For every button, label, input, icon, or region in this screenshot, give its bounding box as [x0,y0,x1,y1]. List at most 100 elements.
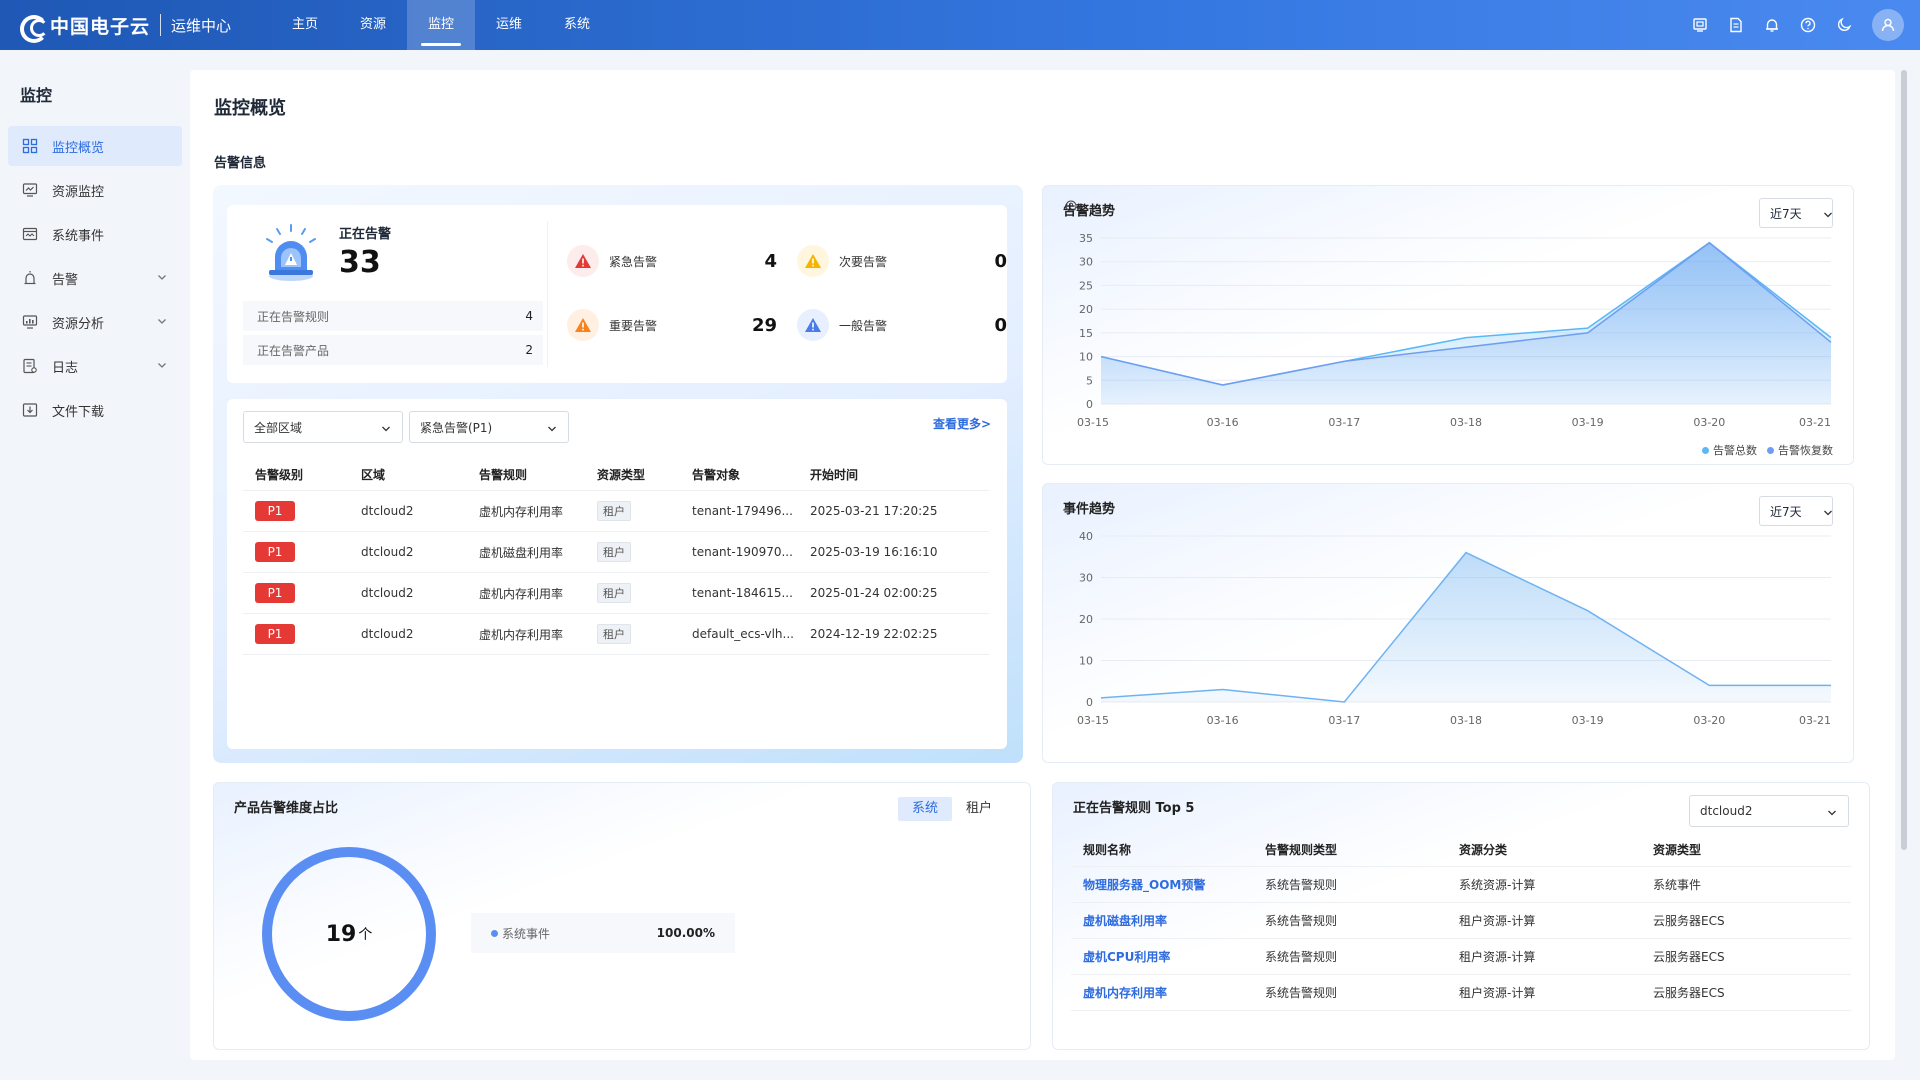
top-nav-home[interactable]: 主页 [292,17,319,32]
legend-item-recovered[interactable]: 告警恢复数 [1767,442,1833,458]
table-row[interactable]: P1 dtcloud2 虚机内存利用率 租户 tenant-184615... … [243,573,989,614]
alert-info-panel: 正在告警 33 正在告警规则 4 正在告警产品 2 紧急告警 4 次要告警 0 [213,185,1023,763]
table-cell: 云服务器ECS [1653,914,1725,928]
table-cell: dtcloud2 [361,504,414,518]
event-trend-y-tick: 0 [1086,696,1093,709]
alert-trend-x-tick: 03-16 [1207,416,1239,429]
moon-icon[interactable] [1826,7,1862,43]
top5-region-select[interactable]: dtcloud2 [1689,795,1849,827]
bell-icon[interactable] [1754,7,1790,43]
event-icon [22,226,38,242]
alarm-bell-icon [259,223,323,287]
top-nav-system[interactable]: 系统 [564,17,591,32]
screen-icon[interactable] [1682,7,1718,43]
event-trend-x-tick: 03-18 [1450,714,1482,727]
chevron-down-icon [156,359,168,375]
resource-type-tag: 租户 [597,624,631,644]
tab-system[interactable]: 系统 [898,797,952,821]
alert-summary-card: 正在告警 33 正在告警规则 4 正在告警产品 2 紧急告警 4 次要告警 0 [227,205,1007,383]
rule-name-link[interactable]: 物理服务器_OOM预警 [1083,878,1206,892]
level-major[interactable]: 重要告警 29 [567,305,777,345]
table-cell: tenant-184615... [692,586,793,600]
sidebar-item-file-download[interactable]: 文件下载 [8,390,182,430]
logo[interactable]: 中国电子云 运维中心 [20,12,231,43]
sidebar-item-system-events[interactable]: 系统事件 [8,214,182,254]
tab-tenant[interactable]: 租户 [965,801,992,816]
log-icon [22,358,38,374]
sidebar: 监控 监控概览 资源监控 系统事件 告警 资源分析 日志 [0,50,190,1080]
product-ratio-title: 产品告警维度占比 [234,801,339,816]
table-cell: 2025-01-24 02:00:25 [810,586,938,600]
legend-dot [491,929,498,937]
user-avatar[interactable] [1872,9,1904,41]
product-ratio-legend-item[interactable]: 系统事件 100.00% [471,913,735,953]
document-icon[interactable] [1718,7,1754,43]
top-nav-monitor[interactable]: 监控 [407,0,476,50]
level-general[interactable]: 一般告警 0 [797,305,1007,345]
column-header: 区域 [361,468,386,482]
legend-label: 告警总数 [1713,444,1757,457]
vertical-scrollbar[interactable] [1901,70,1907,850]
table-cell: 租户资源-计算 [1459,986,1536,1000]
top-toolbar [1682,0,1904,50]
alert-trend-y-tick: 30 [1079,256,1093,269]
brand-divider [160,14,162,36]
top-nav-ops[interactable]: 运维 [496,17,523,32]
table-cell: 云服务器ECS [1653,986,1725,1000]
column-header: 资源分类 [1459,843,1508,857]
event-trend-x-tick: 03-16 [1207,714,1239,727]
donut-total: 19 [325,921,357,947]
sidebar-item-resource-monitor[interactable]: 资源监控 [8,170,182,210]
chevron-down-icon [546,423,558,438]
help-icon[interactable] [1790,7,1826,43]
alert-level-select[interactable]: 紧急告警(P1) [409,411,569,443]
alert-trend-x-tick: 03-17 [1328,416,1360,429]
warning-general-icon [797,309,829,341]
column-header: 告警级别 [255,468,304,482]
alert-trend-y-tick: 20 [1079,303,1093,316]
info-icon[interactable] [1065,200,1077,212]
product-ratio-tabs: 系统 租户 [898,797,1006,821]
summary-divider [547,221,548,367]
sidebar-item-logs[interactable]: 日志 [8,346,182,386]
level-critical[interactable]: 紧急告警 4 [567,241,777,281]
top5-title: 正在告警规则 Top 5 [1073,801,1195,816]
event-trend-series-line[interactable] [1100,551,1831,703]
column-header: 规则名称 [1083,843,1132,857]
table-cell: 系统资源-计算 [1459,878,1536,892]
table-row[interactable]: P1 dtcloud2 虚机磁盘利用率 租户 tenant-190970... … [243,532,989,573]
region-select[interactable]: 全部区域 [243,411,403,443]
alerting-products-row[interactable]: 正在告警产品 2 [243,335,543,365]
alert-trend-y-tick: 10 [1079,351,1093,364]
alert-trend-period-select[interactable]: 近7天 [1759,198,1833,228]
alert-trend-series-line[interactable] [1100,241,1832,386]
legend-item-total[interactable]: 告警总数 [1702,442,1757,458]
table-row[interactable]: P1 dtcloud2 虚机内存利用率 租户 tenant-179496... … [243,491,989,532]
view-more-link[interactable]: 查看更多> [932,417,991,431]
level-minor[interactable]: 次要告警 0 [797,241,1007,281]
alert-trend-card: 0 5 10 15 20 25 30 35 03-15 03-16 03-17 03-18 03-19 0… [1042,185,1854,465]
sidebar-item-resource-analysis[interactable]: 资源分析 [8,302,182,342]
event-trend-x-tick: 03-21 [1799,714,1831,727]
table-cell: 系统告警规则 [1265,878,1338,892]
alert-table: 告警级别 区域 告警规则 资源类型 告警对象 开始时间 P1 dtcloud2 … [243,459,989,655]
column-header: 资源类型 [1653,843,1702,857]
alerting-rules-row[interactable]: 正在告警规则 4 [243,301,543,331]
rule-name-link[interactable]: 虚机内存利用率 [1083,986,1168,1000]
resource-type-tag: 租户 [597,542,631,562]
donut-unit: 个 [358,927,373,943]
rule-name-link[interactable]: 虚机磁盘利用率 [1083,914,1168,928]
rule-name-link[interactable]: 虚机CPU利用率 [1083,950,1171,964]
table-row[interactable]: P1 dtcloud2 虚机内存利用率 租户 default_ecs-vlh..… [243,614,989,655]
event-trend-period-select[interactable]: 近7天 [1759,496,1833,526]
alert-level-tag: P1 [255,501,295,521]
chevron-down-icon [1826,807,1838,822]
table-cell: tenant-179496... [692,504,793,518]
sidebar-item-alarm[interactable]: 告警 [8,258,182,298]
top-nav-resources[interactable]: 资源 [360,17,387,32]
sidebar-item-label: 监控概览 [52,140,105,156]
brand-name: 中国电子云 [50,15,151,38]
product-ratio-donut[interactable]: 19 个 [262,847,436,1021]
sidebar-item-overview[interactable]: 监控概览 [8,126,182,166]
level-label: 一般告警 [839,318,888,333]
